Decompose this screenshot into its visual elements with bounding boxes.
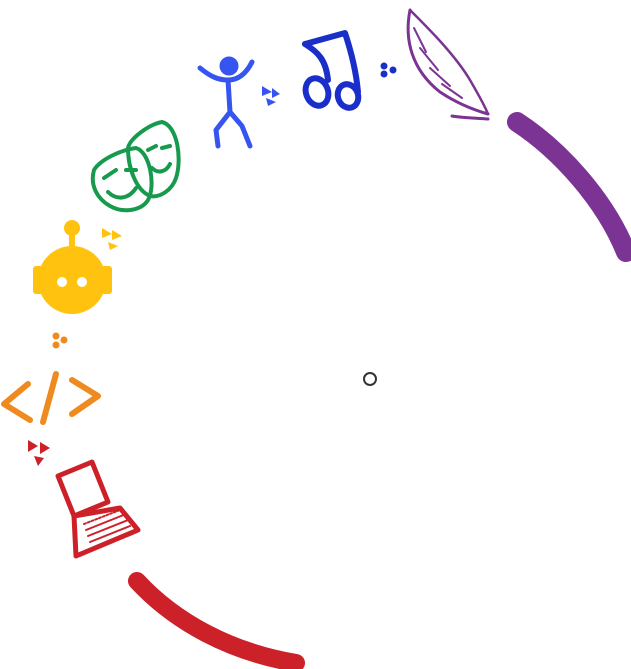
center-dot [363,372,377,386]
robot-icon [33,220,112,314]
quill-feather-icon [406,8,490,121]
purple-dots [380,62,397,78]
code-brackets-icon [1,371,101,425]
laptop-icon [55,459,141,559]
orange-dots [52,332,68,349]
dancer-icon [197,56,255,149]
red-triangles [28,440,50,466]
purple-arc-stroke [507,112,631,262]
theater-masks-icon [90,120,181,213]
light-blue-triangles [262,86,280,106]
yellow-triangles [102,228,122,250]
red-arc-stroke [128,572,305,669]
music-note-icon [302,30,362,111]
